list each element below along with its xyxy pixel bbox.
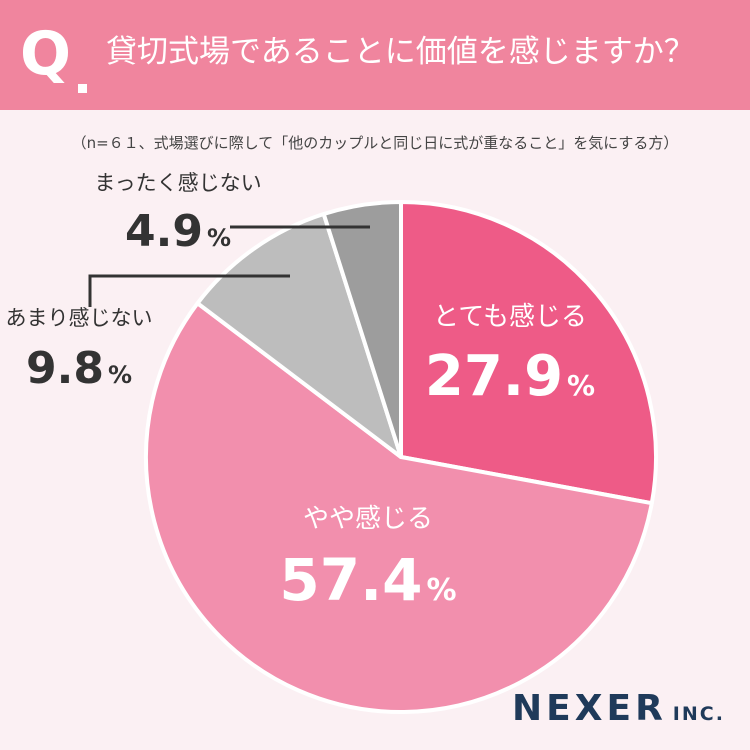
slice-label-2: あまり感じない xyxy=(6,306,153,330)
slice-value-1: 57.4% xyxy=(279,546,456,614)
q-label: Q xyxy=(20,19,72,89)
slice-value-3: 4.9% xyxy=(125,206,231,257)
question-title: 貸切式場であることに価値を感じますか？ xyxy=(106,34,695,70)
slice-label-3: まったく感じない xyxy=(94,171,261,195)
pie-slices xyxy=(144,200,658,714)
header-banner: Q 貸切式場であることに価値を感じますか？ xyxy=(0,0,750,110)
q-dot xyxy=(78,84,87,93)
slice-value-2: 9.8% xyxy=(26,343,132,394)
pie-slice-3 xyxy=(321,200,403,459)
slice-value-0: 27.9% xyxy=(425,344,595,409)
slice-label-1: やや感じる xyxy=(303,504,433,534)
logo-sub: INC. xyxy=(672,703,725,725)
leader-lines xyxy=(88,225,370,307)
logo-main: NEXER xyxy=(512,688,667,729)
pie-slice-0 xyxy=(399,200,658,506)
sample-note: （n=６１、式場選びに際して「他のカップルと同じ日に式が重なること」を気にする方… xyxy=(71,134,679,152)
leader-line-2 xyxy=(88,274,290,307)
company-logo: NEXER INC. xyxy=(512,688,725,729)
slice-labels: とても感じる 27.9 % やや感じる 57.4 % あまり感じない 9.8 % まったく感じない… xyxy=(6,171,596,614)
slice-label-0: とても感じる xyxy=(433,302,587,332)
pie-slice-1 xyxy=(144,301,654,714)
